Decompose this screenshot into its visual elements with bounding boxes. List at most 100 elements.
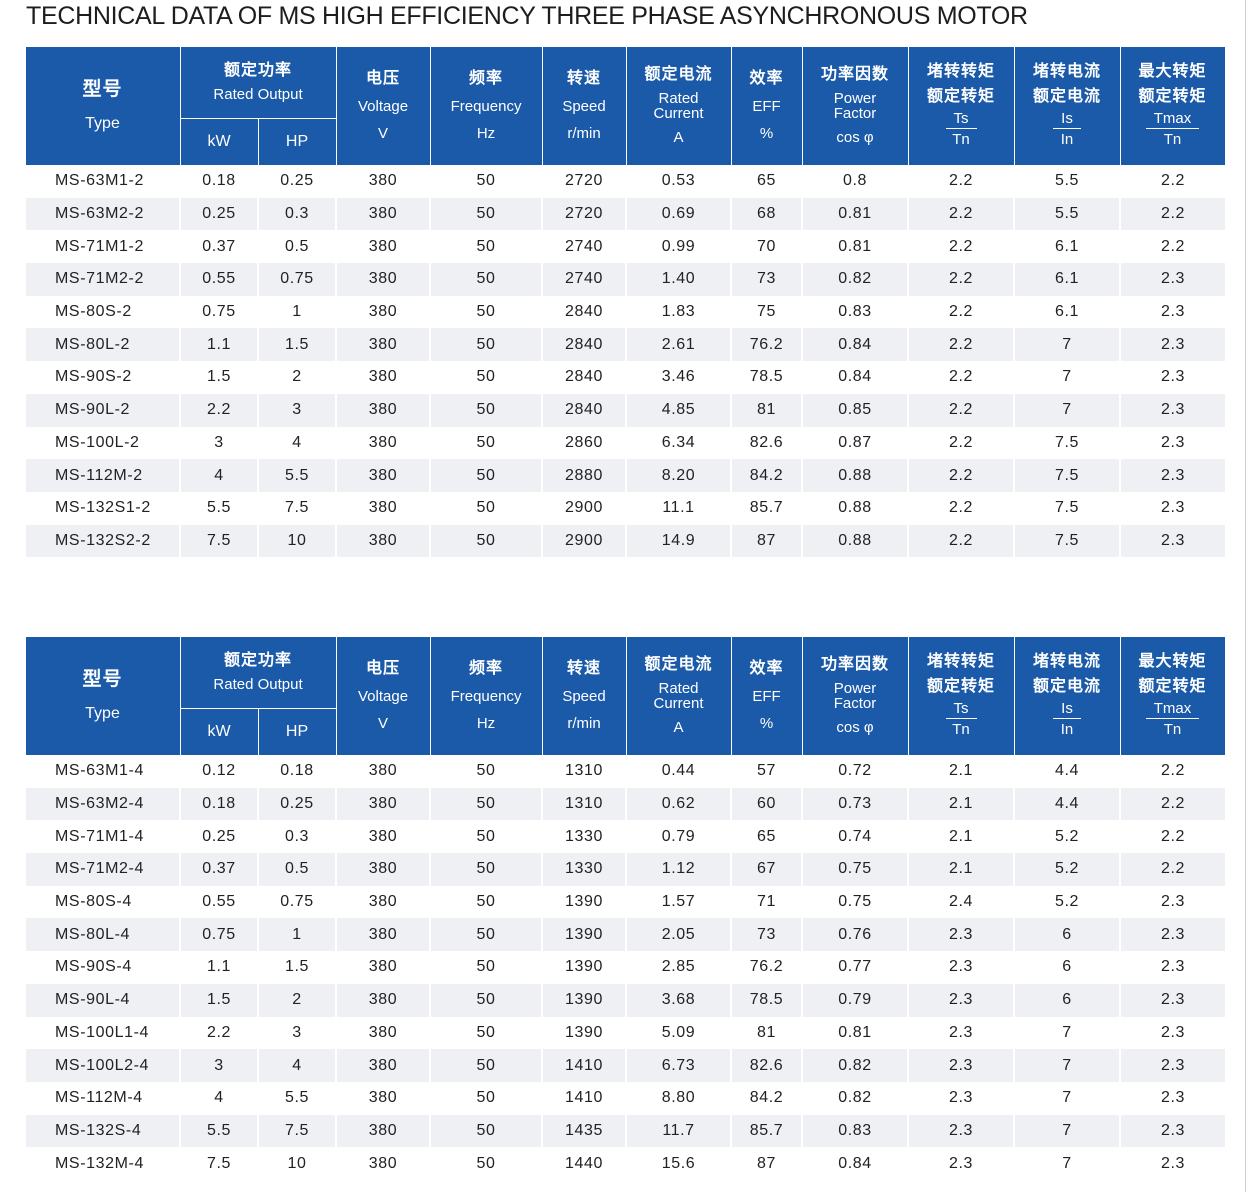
cell-current: 11.7 [625, 1114, 732, 1148]
cell-power-factor: 0.82 [801, 1049, 909, 1082]
cell-type: MS-80L-4 [24, 918, 180, 952]
cell-is-in: 7 [1013, 361, 1121, 394]
cell-voltage: 380 [335, 787, 431, 821]
header-frequency-unit: Hz [476, 125, 496, 143]
header-pf-en: Power Factor [833, 679, 877, 712]
cell-voltage: 380 [335, 230, 431, 264]
header-pf-unit: cos φ [836, 128, 874, 146]
cell-voltage: 380 [335, 918, 431, 952]
cell-efficiency: 85.7 [730, 1114, 803, 1148]
cell-tmax-tn: 2.3 [1119, 295, 1226, 329]
header-voltage-unit: V [378, 125, 389, 143]
page-edge-divider [1245, 0, 1246, 1192]
cell-speed: 1440 [541, 1147, 627, 1180]
cell-type: MS-90L-2 [24, 393, 180, 427]
table-row: MS-90L-4 1.5 2 380 50 1390 3.68 78.5 0.79 2.3 6 2.3 [24, 983, 1226, 1017]
cell-ts-tn: 2.2 [907, 459, 1015, 492]
cell-voltage: 380 [335, 820, 431, 854]
table-row: MS-100L1-4 2.2 3 380 50 1390 5.09 81 0.81 2.3 7 2.3 [24, 1016, 1226, 1050]
header-speed: 转速 Speed r/min [541, 637, 627, 755]
header-tmax-den: Tn [1163, 131, 1182, 149]
cell-kw: 7.5 [179, 524, 258, 558]
cell-power-factor: 0.81 [801, 197, 909, 231]
header-pf-unit: cos φ [836, 718, 874, 736]
cell-is-in: 6.1 [1013, 295, 1121, 329]
cell-speed: 1330 [541, 853, 627, 886]
table-row: MS-71M2-2 0.55 0.75 380 50 2740 1.40 73 0.82 2.2 6… [24, 263, 1226, 296]
cell-efficiency: 60 [730, 787, 803, 821]
cell-ts-tn: 2.3 [907, 1081, 1015, 1115]
header-pf-cn: 功率因数 [821, 66, 890, 84]
header-voltage-cn: 电压 [366, 69, 401, 87]
header-eff-unit: % [759, 125, 774, 143]
cell-voltage: 380 [335, 328, 431, 362]
cell-power-factor: 0.88 [801, 491, 909, 525]
cell-current: 0.62 [625, 787, 732, 821]
header-is-cn2: 额定电流 [1033, 87, 1102, 105]
cell-efficiency: 65 [730, 820, 803, 854]
cell-current: 0.53 [625, 165, 732, 198]
header-frequency-cn: 频率 [469, 659, 504, 677]
cell-speed: 1390 [541, 918, 627, 952]
cell-hp: 0.25 [256, 165, 337, 198]
cell-type: MS-132S2-2 [24, 524, 180, 558]
header-ts-den: Tn [952, 131, 970, 149]
header-current-en: Rated Current [653, 89, 704, 122]
cell-type: MS-63M1-2 [24, 165, 180, 198]
header-current-cn: 额定电流 [644, 656, 713, 674]
cell-is-in: 7 [1013, 393, 1121, 427]
cell-hp: 2 [256, 983, 337, 1017]
cell-is-in: 6.1 [1013, 263, 1121, 296]
header-type-cn: 型号 [82, 668, 123, 690]
table-row: MS-80S-4 0.55 0.75 380 50 1390 1.57 71 0.75 2.4 5.… [24, 885, 1226, 919]
header-speed-cn: 转速 [567, 69, 602, 87]
cell-current: 15.6 [625, 1147, 732, 1180]
cell-current: 0.79 [625, 820, 732, 854]
cell-kw: 0.18 [179, 787, 258, 821]
cell-type: MS-80L-2 [24, 328, 180, 362]
cell-frequency: 50 [429, 885, 543, 919]
cell-power-factor: 0.77 [801, 951, 909, 984]
header-frequency: 频率 Frequency Hz [429, 47, 543, 165]
header-frequency: 频率 Frequency Hz [429, 637, 543, 755]
header-locked-torque: 堵转转矩 额定转矩 Ts Tn [907, 47, 1015, 165]
cell-kw: 0.55 [179, 885, 258, 919]
cell-power-factor: 0.85 [801, 393, 909, 427]
cell-ts-tn: 2.3 [907, 1016, 1015, 1050]
cell-frequency: 50 [429, 951, 543, 984]
cell-ts-tn: 2.1 [907, 787, 1015, 821]
cell-hp: 0.5 [256, 853, 337, 886]
cell-tmax-tn: 2.3 [1119, 426, 1226, 460]
header-pf-cn: 功率因数 [821, 656, 890, 674]
cell-power-factor: 0.76 [801, 918, 909, 952]
cell-efficiency: 87 [730, 524, 803, 558]
cell-ts-tn: 2.3 [907, 1147, 1015, 1180]
header-ts-cn2: 额定转矩 [927, 87, 996, 105]
cell-efficiency: 70 [730, 230, 803, 264]
cell-is-in: 5.2 [1013, 820, 1121, 854]
table-row: MS-100L2-4 3 4 380 50 1410 6.73 82.6 0.82 2.3 7 2.3 [24, 1049, 1226, 1082]
cell-ts-tn: 2.4 [907, 885, 1015, 919]
cell-current: 1.57 [625, 885, 732, 919]
cell-current: 8.80 [625, 1081, 732, 1115]
cell-current: 2.05 [625, 918, 732, 952]
cell-kw: 1.1 [179, 328, 258, 362]
cell-hp: 0.5 [256, 230, 337, 264]
cell-current: 6.73 [625, 1049, 732, 1082]
cell-kw: 0.12 [179, 755, 258, 788]
header-tmax-num: Tmax [1145, 110, 1200, 130]
cell-hp: 4 [256, 426, 337, 460]
header-speed-unit: r/min [567, 715, 601, 733]
cell-efficiency: 85.7 [730, 491, 803, 525]
cell-efficiency: 78.5 [730, 983, 803, 1017]
cell-speed: 1390 [541, 951, 627, 984]
header-locked-current: 堵转电流 额定电流 Is In [1013, 47, 1121, 165]
cell-current: 11.1 [625, 491, 732, 525]
cell-speed: 1435 [541, 1114, 627, 1148]
header-frequency-en: Frequency [450, 687, 522, 705]
cell-current: 2.85 [625, 951, 732, 984]
header-type-en: Type [85, 704, 120, 722]
cell-efficiency: 82.6 [730, 1049, 803, 1082]
cell-ts-tn: 2.2 [907, 230, 1015, 264]
cell-type: MS-100L1-4 [24, 1016, 180, 1050]
